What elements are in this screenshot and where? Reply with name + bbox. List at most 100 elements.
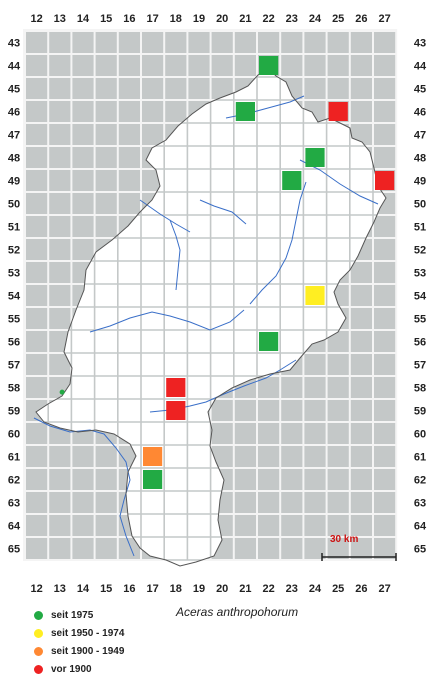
y-label-left: 48 (8, 153, 20, 165)
grid-cell (374, 285, 396, 306)
grid-cell (49, 55, 71, 76)
grid-cell (72, 193, 94, 214)
x-label-top: 12 (30, 13, 42, 25)
scale-bar-label: 30 km (330, 534, 359, 545)
x-label-bottom: 15 (100, 583, 112, 595)
grid-cell (327, 354, 349, 375)
x-label-bottom: 24 (309, 583, 322, 595)
grid-cell (72, 515, 94, 536)
grid-cell (350, 538, 372, 559)
grid-cell (165, 55, 187, 76)
grid-cell (49, 193, 71, 214)
legend-swatch (34, 611, 43, 620)
x-label-top: 26 (355, 13, 367, 25)
grid-cell (350, 492, 372, 513)
river-line (169, 219, 181, 291)
x-label-top: 16 (123, 13, 135, 25)
grid-cell (374, 469, 396, 490)
grid-cell (281, 55, 303, 76)
x-label-bottom: 14 (77, 583, 90, 595)
record-square (143, 447, 163, 466)
grid-cell (374, 492, 396, 513)
grid-cell (26, 147, 48, 168)
grid-cell (142, 32, 164, 53)
grid-cell (95, 446, 117, 467)
legend-label: vor 1900 (51, 664, 92, 675)
grid-cell (258, 32, 280, 53)
legend-swatch (34, 629, 43, 638)
grid-cell (49, 101, 71, 122)
grid-cell (49, 515, 71, 536)
x-label-top: 24 (309, 13, 322, 25)
species-name: Aceras anthropohorum (176, 605, 299, 619)
x-label-top: 17 (146, 13, 158, 25)
x-label-bottom: 23 (286, 583, 298, 595)
grid-cell (165, 32, 187, 53)
grid-cell (374, 400, 396, 421)
grid-cell (374, 262, 396, 283)
grid-cell (350, 446, 372, 467)
grid-cell (234, 446, 256, 467)
grid-cell (374, 124, 396, 145)
x-label-bottom: 16 (123, 583, 135, 595)
grid-cell (374, 538, 396, 559)
grid-cell (95, 193, 117, 214)
y-label-right: 47 (414, 130, 426, 142)
grid-cell (26, 170, 48, 191)
x-label-top: 14 (77, 13, 90, 25)
grid-cell (374, 216, 396, 237)
grid-cell (49, 78, 71, 99)
grid-cell (304, 400, 326, 421)
grid-cell (258, 515, 280, 536)
grid-cell (304, 515, 326, 536)
y-label-right: 49 (414, 176, 426, 188)
y-label-left: 63 (8, 498, 20, 510)
legend-swatch (34, 665, 43, 674)
grid-cell (118, 55, 140, 76)
grid-cell (95, 147, 117, 168)
grid-cell (350, 469, 372, 490)
y-label-right: 61 (414, 452, 426, 464)
x-label-bottom: 13 (54, 583, 66, 595)
grid-cell (142, 101, 164, 122)
y-label-left: 45 (8, 84, 20, 96)
legend-label: seit 1950 - 1974 (51, 628, 125, 639)
grid-cell (95, 216, 117, 237)
x-label-top: 23 (286, 13, 298, 25)
grid-cell (234, 55, 256, 76)
grid-cell (304, 538, 326, 559)
grid-cell (72, 124, 94, 145)
x-label-top: 22 (262, 13, 274, 25)
river-line (139, 199, 191, 233)
grid-cell (374, 55, 396, 76)
grid-cell (142, 78, 164, 99)
grid-cell (327, 377, 349, 398)
record-square (235, 102, 255, 121)
grid-cell (281, 492, 303, 513)
y-label-left: 49 (8, 176, 20, 188)
y-label-left: 50 (8, 199, 20, 211)
grid-cell (281, 515, 303, 536)
y-label-right: 46 (414, 107, 426, 119)
grid-cell (49, 124, 71, 145)
grid-cell (281, 423, 303, 444)
grid-cell (95, 78, 117, 99)
y-label-left: 64 (8, 521, 21, 533)
y-label-left: 47 (8, 130, 20, 142)
x-label-top: 20 (216, 13, 228, 25)
grid-cell (118, 101, 140, 122)
grid-cell (49, 446, 71, 467)
records-layer (59, 56, 395, 489)
record-point (59, 389, 65, 395)
grid-cell (374, 147, 396, 168)
grid-cell (26, 239, 48, 260)
legend-item: seit 1975 (34, 608, 124, 623)
grid-cell (26, 55, 48, 76)
grid-cell (26, 423, 48, 444)
grid-cell (211, 55, 233, 76)
y-label-left: 58 (8, 383, 20, 395)
grid-cell (49, 538, 71, 559)
axis-bottom: 12 13 14 15 16 17 18 19 20 21 22 23 24 25 26 27 (30, 583, 390, 595)
grid-cell (350, 515, 372, 536)
axis-left: 43 44 45 46 47 48 49 50 51 52 53 54 55 56 57 58 59 60 61 62… (8, 38, 21, 556)
